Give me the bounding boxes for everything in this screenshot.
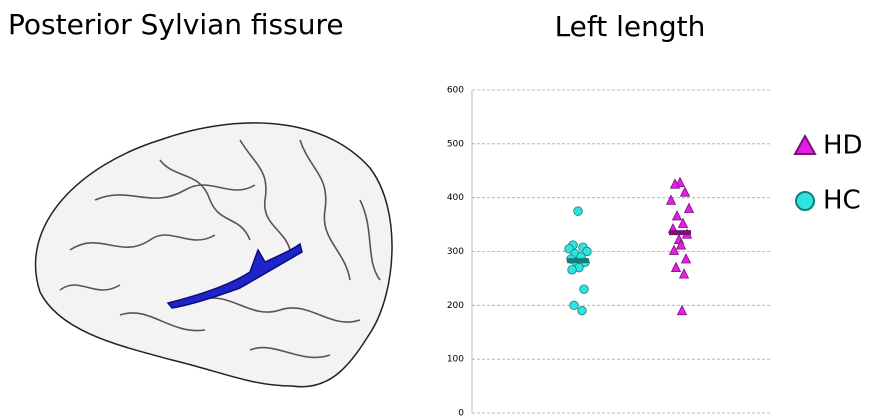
mean-bar [567,258,589,263]
y-tick-label: 500 [447,139,464,149]
brain-illustration [36,123,393,387]
y-tick-label: 600 [447,86,464,96]
data-point [673,211,682,220]
data-point [568,266,577,275]
data-point [678,306,687,315]
legend-label: HD [823,131,863,161]
data-point [578,306,587,315]
data-point [680,269,689,278]
legend-marker [795,136,815,154]
data-point [682,254,691,263]
data-point [570,301,579,310]
y-tick-label: 0 [458,409,464,417]
data-point [574,207,583,216]
data-point [670,245,679,254]
panel-title: Posterior Sylvian fissure [8,8,344,41]
chart-title: Left length [555,10,706,43]
y-tick-label: 200 [447,301,464,311]
y-tick-label: 100 [447,355,464,365]
legend-marker [796,192,814,210]
legend-label: HC [823,186,861,216]
data-point [681,187,690,196]
y-tick-label: 400 [447,193,464,203]
data-point [672,263,681,272]
mean-bar [669,230,691,235]
data-point [685,203,694,212]
y-tick-label: 300 [447,247,464,257]
data-point [580,285,589,294]
data-point [667,195,676,204]
figure: Posterior Sylvian fissure Left length 0 1… [0,0,873,417]
